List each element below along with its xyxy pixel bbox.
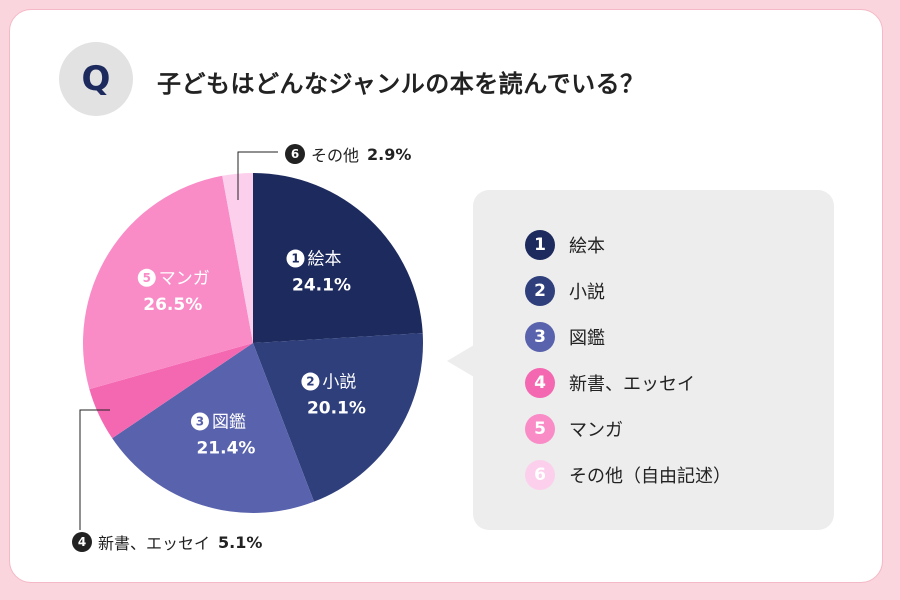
legend-item: 2 小説 <box>525 276 731 306</box>
legend-label: その他（自由記述） <box>569 466 731 487</box>
slice-label: 図鑑 <box>212 412 246 432</box>
pie-slice <box>112 343 315 513</box>
question-title: 子どもはどんなジャンルの本を読んでいる？ <box>157 70 645 98</box>
legend-item: 5 マンガ <box>525 414 731 444</box>
slice-value: 21.4% <box>196 438 255 458</box>
callout-essay-number: 4 <box>72 532 92 552</box>
pie-slice <box>222 173 253 343</box>
legend-label: 絵本 <box>569 236 605 257</box>
legend-number: 3 <box>525 322 555 352</box>
legend-list: 1 絵本 2 小説 3 図鑑 4 新書、エッセイ 5 マンガ 6 その他（自由記述） <box>525 230 731 506</box>
slice-number: 5 <box>143 271 151 285</box>
legend-number: 6 <box>525 460 555 490</box>
pie-slice <box>82 175 253 390</box>
slice-number-badge <box>190 412 209 431</box>
pie-slice <box>253 333 423 502</box>
legend: 1 絵本 2 小説 3 図鑑 4 新書、エッセイ 5 マンガ 6 その他（自由記述） <box>473 190 834 530</box>
pie-slice <box>253 173 423 343</box>
legend-pointer <box>447 345 474 377</box>
legend-number: 5 <box>525 414 555 444</box>
leader-line-essay <box>79 409 110 530</box>
callout-essay-value: 5.1% <box>218 532 263 552</box>
legend-number: 2 <box>525 276 555 306</box>
slice-value: 20.1% <box>307 399 366 419</box>
callout-other-label: その他 <box>311 146 360 165</box>
legend-label: 図鑑 <box>569 328 605 349</box>
slice-number: 1 <box>291 252 299 266</box>
slice-number-badge <box>137 268 156 287</box>
legend-item: 1 絵本 <box>525 230 731 260</box>
legend-item: 4 新書、エッセイ <box>525 368 731 398</box>
slice-label: 小説 <box>322 373 356 393</box>
callout-other-number: 6 <box>285 144 305 164</box>
slice-value: 26.5% <box>143 295 202 315</box>
callout-essay: 4 新書、エッセイ 5.1% <box>72 530 262 554</box>
legend-label: マンガ <box>569 420 623 441</box>
slice-number: 2 <box>306 375 314 389</box>
slice-value: 24.1% <box>292 276 351 296</box>
legend-item: 3 図鑑 <box>525 322 731 352</box>
callout-other-value: 2.9% <box>367 144 412 164</box>
legend-item: 6 その他（自由記述） <box>525 460 731 490</box>
slice-label: 絵本 <box>308 250 342 270</box>
callout-other: 6 その他 2.9% <box>285 142 411 166</box>
legend-label: 小説 <box>569 282 605 303</box>
question-badge: Q <box>59 42 133 116</box>
slice-number: 3 <box>196 414 204 428</box>
callout-essay-label: 新書、エッセイ <box>98 534 211 553</box>
legend-number: 1 <box>525 230 555 260</box>
legend-number: 4 <box>525 368 555 398</box>
slice-number-badge <box>286 249 305 268</box>
slice-number-badge <box>301 372 320 391</box>
leader-line-other <box>237 151 278 200</box>
slice-label: マンガ <box>159 269 210 289</box>
pie-slice <box>89 343 254 439</box>
legend-label: 新書、エッセイ <box>569 374 695 395</box>
